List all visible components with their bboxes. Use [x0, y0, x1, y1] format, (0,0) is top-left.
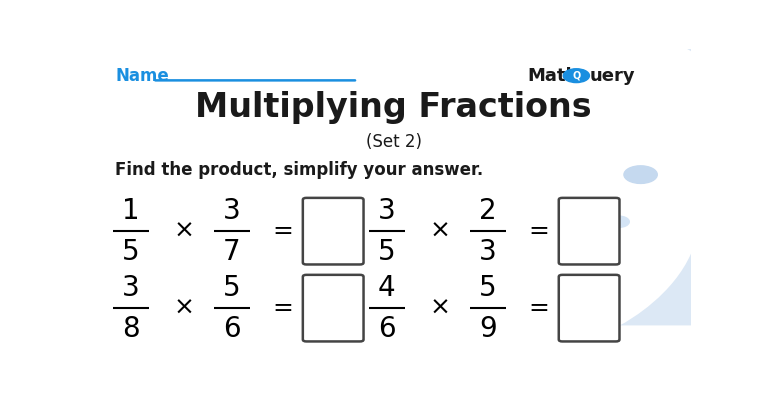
Text: 8: 8	[122, 315, 140, 343]
Text: 3: 3	[479, 237, 497, 266]
Text: 7: 7	[223, 237, 241, 266]
Text: 5: 5	[479, 274, 497, 302]
Text: 2: 2	[479, 197, 497, 225]
Text: ×: ×	[174, 296, 194, 320]
PathPatch shape	[453, 35, 709, 326]
FancyBboxPatch shape	[303, 198, 363, 264]
Circle shape	[607, 216, 629, 227]
Text: 9: 9	[479, 315, 497, 343]
Text: ×: ×	[174, 219, 194, 243]
Text: 5: 5	[378, 237, 396, 266]
Text: 3: 3	[122, 274, 140, 302]
Text: Name: Name	[115, 67, 169, 85]
Text: =: =	[528, 219, 549, 243]
Text: 4: 4	[378, 274, 396, 302]
Text: =: =	[272, 296, 293, 320]
FancyBboxPatch shape	[559, 275, 620, 341]
Text: 5: 5	[223, 274, 241, 302]
Text: ×: ×	[429, 296, 450, 320]
Text: Q: Q	[572, 71, 581, 81]
Text: 3: 3	[378, 197, 396, 225]
FancyBboxPatch shape	[559, 198, 620, 264]
Text: ×: ×	[429, 219, 450, 243]
Text: 3: 3	[223, 197, 241, 225]
Text: (Set 2): (Set 2)	[366, 133, 422, 151]
Text: =: =	[528, 296, 549, 320]
Text: uery: uery	[589, 67, 635, 85]
Circle shape	[563, 69, 589, 82]
Text: 6: 6	[378, 315, 396, 343]
Text: Math: Math	[528, 67, 579, 85]
Text: 6: 6	[223, 315, 241, 343]
Circle shape	[624, 166, 657, 184]
Text: =: =	[272, 219, 293, 243]
Text: 1: 1	[122, 197, 140, 225]
FancyBboxPatch shape	[303, 275, 363, 341]
Text: 5: 5	[122, 237, 140, 266]
Text: Multiplying Fractions: Multiplying Fractions	[195, 91, 592, 124]
Text: Find the product, simplify your answer.: Find the product, simplify your answer.	[115, 161, 483, 179]
